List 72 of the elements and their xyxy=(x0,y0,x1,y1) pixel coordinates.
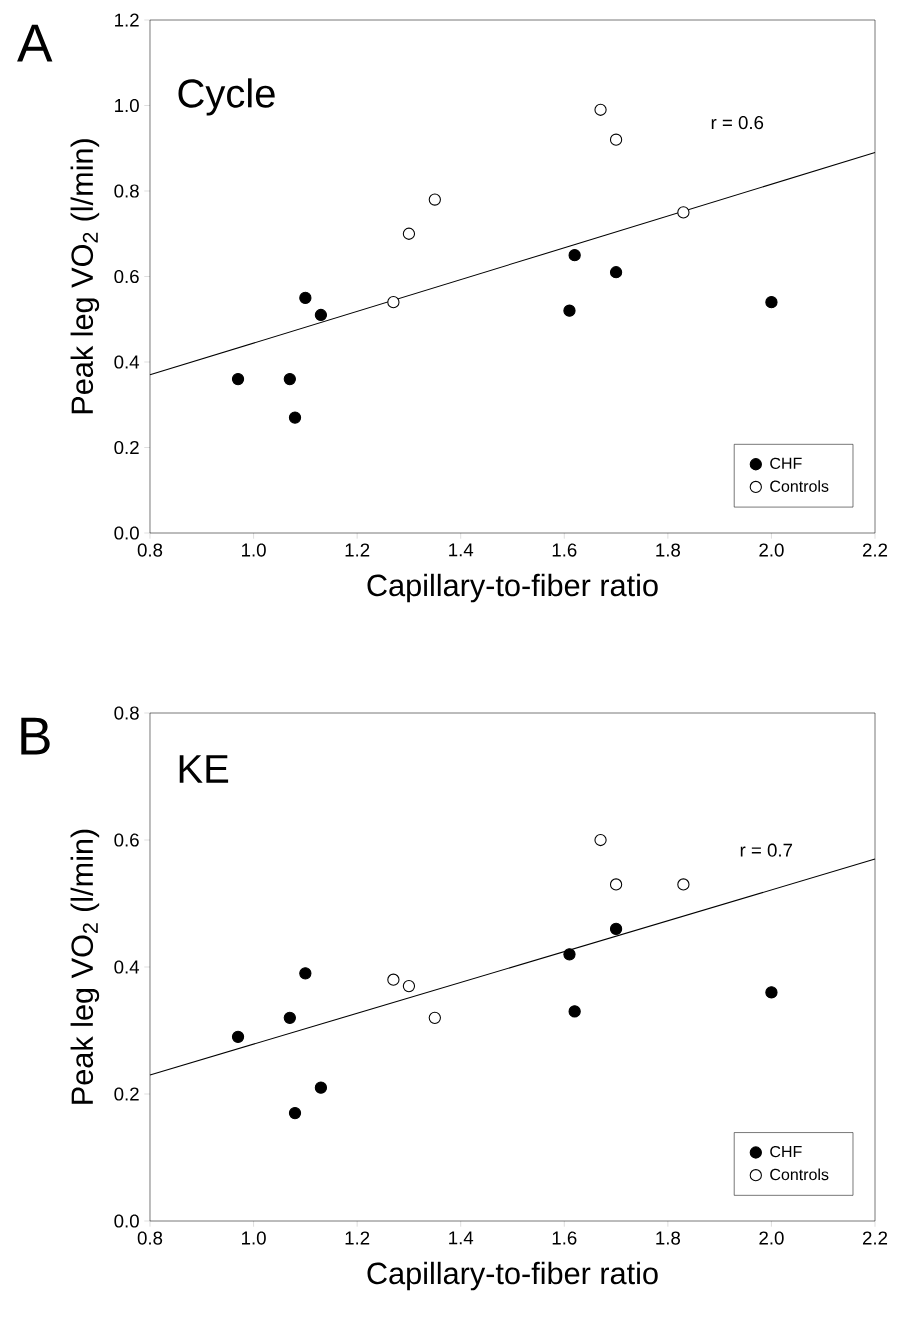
point xyxy=(402,979,416,993)
x-tick-label: 0.8 xyxy=(137,543,163,557)
y-tick-label: 1.2 xyxy=(115,13,139,27)
point xyxy=(568,1005,581,1018)
text: Cycle xyxy=(178,78,275,116)
x-tick-label: 1.4 xyxy=(449,1231,474,1245)
x-tick-label: 1.6 xyxy=(552,1231,577,1245)
point xyxy=(428,193,441,206)
point xyxy=(402,227,416,240)
y-tick-label: 0.8 xyxy=(114,706,139,720)
point xyxy=(563,304,576,317)
y-tick-label: 0.2 xyxy=(114,1087,139,1101)
x-tick-label: 1.2 xyxy=(345,543,370,557)
x-tick-label: 1.6 xyxy=(552,543,577,557)
point xyxy=(299,291,312,305)
y-tick-label: 0.4 xyxy=(114,355,140,369)
point xyxy=(231,372,245,386)
point xyxy=(563,948,576,961)
annotation: r = 0.6 xyxy=(711,115,764,130)
point xyxy=(314,308,328,322)
y-tick-label: 0.4 xyxy=(114,960,140,974)
point xyxy=(387,973,400,986)
y-tick-label: 0.0 xyxy=(114,526,139,540)
legend-label: CHF xyxy=(770,457,802,469)
y-tick-label: 0.8 xyxy=(114,184,139,198)
point xyxy=(568,248,581,262)
y-tick-label: 0.0 xyxy=(114,1214,139,1228)
point xyxy=(765,986,778,999)
x-tick-label: 2.2 xyxy=(862,543,888,557)
y-tick-label: 0.6 xyxy=(114,833,139,847)
point xyxy=(677,206,690,219)
point xyxy=(288,1106,302,1120)
text: A xyxy=(17,24,53,62)
x-axis-title: Capillary-to-fiber ratio xyxy=(367,573,658,603)
point xyxy=(283,1011,296,1024)
point xyxy=(288,411,302,424)
point xyxy=(428,1011,441,1024)
y-tick-label: 0.6 xyxy=(114,269,139,284)
x-tick-label: 1.2 xyxy=(345,1231,370,1245)
y-tick-label: 0.2 xyxy=(114,440,139,455)
y-axis-title: Peak leg VO$_{2}$ (l/min) xyxy=(70,139,100,414)
point xyxy=(609,878,623,891)
x-tick-label: 1.8 xyxy=(656,1231,681,1245)
text: B xyxy=(21,717,50,755)
point xyxy=(299,967,312,980)
x-tick-label: 1.0 xyxy=(242,1231,266,1245)
point xyxy=(283,372,296,386)
y-axis-title: Peak leg VO$_{2}$ (l/min) xyxy=(70,829,100,1104)
point xyxy=(594,833,607,847)
y-tick-label: 1.0 xyxy=(115,98,139,113)
x-tick-label: 2.0 xyxy=(759,1231,784,1245)
point xyxy=(609,133,623,146)
x-axis-title: Capillary-to-fiber ratio xyxy=(367,1261,658,1291)
legend-label: CHF xyxy=(770,1145,802,1158)
point xyxy=(594,103,607,116)
x-tick-label: 0.8 xyxy=(137,1231,163,1245)
point xyxy=(677,878,690,891)
point xyxy=(609,266,623,279)
point xyxy=(314,1081,328,1094)
x-tick-label: 1.4 xyxy=(449,543,474,557)
point xyxy=(609,922,623,936)
point xyxy=(387,296,400,309)
x-tick-label: 1.8 xyxy=(656,543,681,557)
annotation: r = 0.7 xyxy=(740,843,793,857)
point xyxy=(765,296,778,309)
x-tick-label: 1.0 xyxy=(242,543,266,557)
x-tick-label: 2.0 xyxy=(759,543,784,557)
legend-label: Controls xyxy=(770,1168,829,1181)
x-tick-label: 2.2 xyxy=(862,1231,888,1245)
point xyxy=(231,1030,245,1043)
legend-label: Controls xyxy=(770,480,829,492)
text: KE xyxy=(179,755,229,783)
